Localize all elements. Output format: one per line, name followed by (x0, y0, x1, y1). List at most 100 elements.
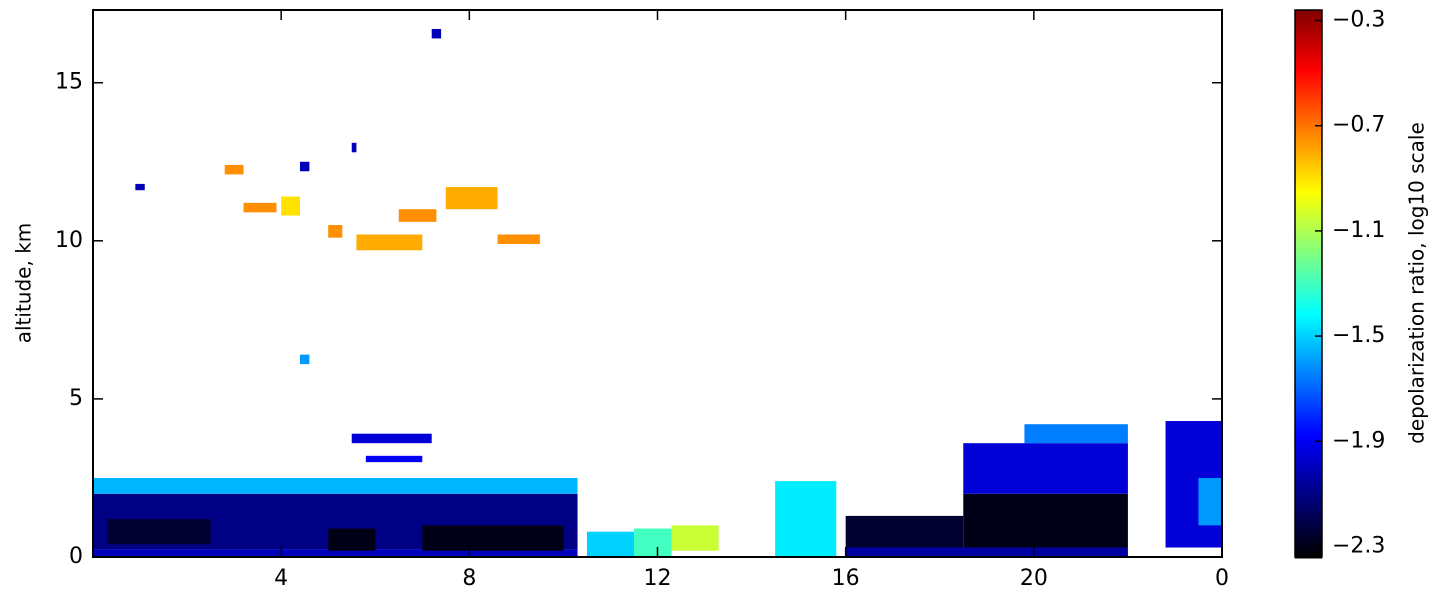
colorbar-swatch (1295, 190, 1322, 193)
colorbar-swatch (1295, 210, 1322, 213)
colorbar-swatch (1295, 14, 1322, 17)
colorbar-swatch (1295, 266, 1322, 269)
colorbar-swatch (1295, 268, 1322, 271)
colorbar-swatch (1295, 322, 1322, 325)
colorbar-swatch (1295, 390, 1322, 393)
cell (281, 196, 300, 216)
colorbar-label: depolarization ratio, log10 scale (1405, 122, 1429, 444)
cell (775, 481, 837, 557)
colorbar-swatch (1295, 292, 1322, 295)
colorbar-swatch (1295, 342, 1322, 345)
colorbar-swatch (1295, 290, 1322, 293)
colorbar-swatch (1295, 110, 1322, 113)
colorbar-swatch (1295, 248, 1322, 251)
colorbar-swatch (1295, 104, 1322, 107)
colorbar-swatch (1295, 222, 1322, 225)
colorbar-swatch (1295, 446, 1322, 449)
cell (328, 528, 376, 551)
colorbar-swatch (1295, 496, 1322, 499)
colorbar-swatch (1295, 460, 1322, 463)
colorbar-swatch (1295, 498, 1322, 501)
cell (351, 142, 357, 153)
cell (107, 519, 211, 545)
colorbar-swatch (1295, 30, 1322, 33)
colorbar-swatch (1295, 428, 1322, 431)
y-tick-label: 0 (69, 544, 83, 569)
colorbar-swatch (1295, 20, 1322, 23)
colorbar-swatch (1295, 276, 1322, 279)
colorbar-swatch (1295, 42, 1322, 45)
colorbar-swatch (1295, 162, 1322, 165)
colorbar-swatch (1295, 122, 1322, 125)
colorbar-swatch (1295, 234, 1322, 237)
colorbar-swatch (1295, 350, 1322, 353)
colorbar-swatch (1295, 192, 1322, 195)
cell (1024, 424, 1128, 444)
cell (328, 225, 343, 238)
colorbar-swatch (1295, 462, 1322, 465)
colorbar-swatch (1295, 298, 1322, 301)
cell (351, 433, 432, 444)
cell (365, 455, 423, 463)
colorbar-swatch (1295, 180, 1322, 183)
colorbar-swatch (1295, 60, 1322, 63)
colorbar-swatch (1295, 24, 1322, 27)
colorbar-swatch (1295, 536, 1322, 539)
colorbar-swatch (1295, 198, 1322, 201)
colorbar-swatch (1295, 358, 1322, 361)
colorbar-swatch (1295, 78, 1322, 81)
y-tick-label: 15 (55, 70, 83, 95)
cell (963, 443, 1128, 494)
colorbar-swatch (1295, 278, 1322, 281)
colorbar-swatch (1295, 280, 1322, 283)
colorbar-swatch (1295, 34, 1322, 37)
colorbar-swatch (1295, 260, 1322, 263)
colorbar-swatch (1295, 68, 1322, 71)
colorbar-swatch (1295, 392, 1322, 395)
colorbar-tick-label: −1.5 (1332, 323, 1385, 348)
colorbar-swatch (1295, 520, 1322, 523)
colorbar-swatch (1295, 118, 1322, 121)
colorbar-swatch (1295, 336, 1322, 339)
colorbar-swatch (1295, 544, 1322, 547)
colorbar-tick-label: −0.7 (1332, 113, 1385, 138)
colorbar-swatch (1295, 96, 1322, 99)
colorbar-swatch (1295, 56, 1322, 59)
colorbar-swatch (1295, 454, 1322, 457)
colorbar-swatch (1295, 176, 1322, 179)
colorbar-swatch (1295, 80, 1322, 83)
colorbar-swatch (1295, 422, 1322, 425)
x-tick-label: 8 (462, 566, 476, 591)
colorbar-swatch (1295, 94, 1322, 97)
colorbar-swatch (1295, 148, 1322, 151)
colorbar-swatch (1295, 374, 1322, 377)
colorbar-swatch (1295, 382, 1322, 385)
colorbar-swatch (1295, 240, 1322, 243)
colorbar-swatch (1295, 424, 1322, 427)
colorbar-swatch (1295, 130, 1322, 133)
colorbar-swatch (1295, 296, 1322, 299)
colorbar-swatch (1295, 252, 1322, 255)
colorbar-swatch (1295, 220, 1322, 223)
colorbar-swatch (1295, 550, 1322, 553)
cell (224, 164, 244, 175)
colorbar-swatch (1295, 216, 1322, 219)
y-axis-label: altitude, km (12, 223, 36, 344)
colorbar-swatch (1295, 512, 1322, 515)
x-tick-label: 20 (1020, 566, 1048, 591)
colorbar-swatch (1295, 522, 1322, 525)
cell (497, 234, 540, 244)
colorbar-swatch (1295, 106, 1322, 109)
colorbar-swatch (1295, 196, 1322, 199)
colorbar-swatch (1295, 494, 1322, 497)
colorbar-swatch (1295, 182, 1322, 185)
colorbar-swatch (1295, 226, 1322, 229)
colorbar-swatch (1295, 410, 1322, 413)
colorbar-swatch (1295, 432, 1322, 435)
colorbar-swatch (1295, 472, 1322, 475)
colorbar-swatch (1295, 218, 1322, 221)
cell (299, 354, 310, 365)
colorbar-swatch (1295, 308, 1322, 311)
colorbar-swatch (1295, 170, 1322, 173)
colorbar-swatch (1295, 542, 1322, 545)
